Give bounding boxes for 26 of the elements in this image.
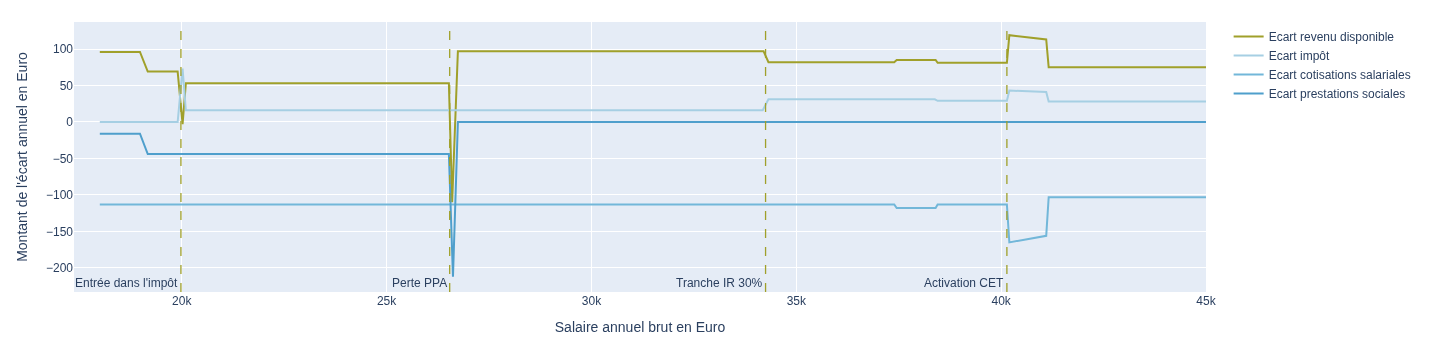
ref-line-label: Tranche IR 30% xyxy=(676,276,763,290)
line-series xyxy=(98,67,1206,123)
x-tick-label: 45k xyxy=(1196,294,1217,308)
x-tick-label: 20k xyxy=(172,294,193,308)
y-tick-label: −50 xyxy=(52,151,74,166)
ref-line-label: Perte PPA xyxy=(392,276,448,290)
ref-line-label: Entrée dans l'impôt xyxy=(75,276,179,290)
y-tick-label: 100 xyxy=(52,42,74,57)
legend-label: Ecart impôt xyxy=(1268,49,1330,64)
line-series xyxy=(98,120,1206,278)
x-tick-label: 25k xyxy=(376,294,398,308)
y-axis-title: Montant de l'écart annuel en Euro xyxy=(13,51,30,262)
y-tick-label: 0 xyxy=(66,115,74,130)
legend-label: Ecart cotisations salariales xyxy=(1268,68,1411,83)
x-tick-label: 40k xyxy=(991,294,1012,308)
ref-line-label: Activation CET xyxy=(924,276,1005,290)
x-tick-label: 35k xyxy=(786,294,807,308)
line-series xyxy=(98,196,1206,244)
x-axis-title: Salaire annuel brut en Euro xyxy=(554,319,726,336)
y-tick-label: −150 xyxy=(45,224,74,239)
y-tick-label: −100 xyxy=(45,188,74,203)
y-tick-label: 50 xyxy=(59,78,74,93)
y-tick-label: −200 xyxy=(45,261,74,276)
legend-label: Ecart prestations sociales xyxy=(1268,87,1406,102)
x-tick-label: 30k xyxy=(581,294,603,308)
legend-label: Ecart revenu disponible xyxy=(1268,30,1395,45)
